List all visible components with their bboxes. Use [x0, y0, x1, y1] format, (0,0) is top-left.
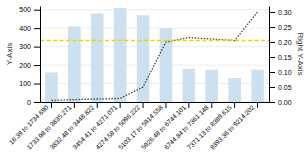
tick: 0.10 — [269, 69, 292, 76]
tick-label: 100 — [19, 80, 31, 87]
bar — [205, 70, 218, 102]
tick-mark — [234, 102, 235, 108]
tick: 200 — [19, 62, 40, 69]
tick-mark — [34, 102, 40, 103]
tick: 0.05 — [269, 84, 292, 91]
bar — [228, 78, 241, 102]
tick-label: 0.30 — [278, 9, 292, 16]
tick-label: 0.25 — [278, 24, 292, 31]
tick-mark — [269, 87, 275, 88]
tick-label: 0.10 — [278, 69, 292, 76]
grid-line — [40, 9, 269, 10]
tick-label: 16.39 to 1734.690 — [8, 103, 50, 145]
tick-mark — [188, 102, 189, 108]
bar — [160, 28, 173, 102]
bar — [114, 8, 127, 102]
bar — [251, 70, 264, 102]
tick-mark — [269, 102, 275, 103]
tick-mark — [97, 102, 98, 108]
tick-mark — [34, 10, 40, 11]
tick-mark — [34, 47, 40, 48]
tick-label: 0.20 — [278, 39, 292, 46]
tick: 400 — [19, 25, 40, 32]
tick-label: 300 — [19, 43, 31, 50]
tick-label: 0.05 — [278, 84, 292, 91]
tick: 0 — [27, 99, 40, 106]
tick-mark — [269, 12, 275, 13]
tick-label: 500 — [19, 6, 31, 13]
tick-label: 8393.36 to 9214.202 — [209, 103, 256, 150]
tick: 8393.36 to 9214.202 — [209, 102, 258, 151]
tick-mark — [165, 102, 166, 108]
tick-label: 0.00 — [278, 99, 292, 106]
bar — [68, 26, 81, 102]
axis-line — [40, 7, 41, 103]
tick-mark — [269, 27, 275, 28]
tick-label: 0 — [27, 99, 31, 106]
tick-mark — [34, 84, 40, 85]
tick-mark — [34, 28, 40, 29]
y2-axis-title: Right Y-Axis — [296, 32, 305, 75]
tick-mark — [257, 102, 258, 108]
grid — [40, 10, 269, 102]
bar — [137, 15, 150, 102]
tick-mark — [269, 72, 275, 73]
tick-label: 400 — [19, 25, 31, 32]
marks — [40, 8, 269, 102]
tick-label: 200 — [19, 62, 31, 69]
tick-mark — [211, 102, 212, 108]
tick-mark — [120, 102, 121, 108]
tick-label: 0.15 — [278, 54, 292, 61]
bar — [91, 13, 104, 102]
tick-mark — [143, 102, 144, 108]
tick: 0.30 — [269, 9, 292, 16]
tick: 500 — [19, 6, 40, 13]
x-axis: 16.39 to 1734.6901733.98 to 3835.2713832… — [8, 102, 270, 151]
tick: 300 — [19, 43, 40, 50]
y-axis-title: Y-Axis — [5, 43, 14, 65]
tick-mark — [269, 42, 275, 43]
bar-series — [45, 8, 264, 102]
tick-mark — [34, 65, 40, 66]
tick: 16.39 to 1734.690 — [8, 102, 52, 146]
line — [51, 12, 257, 101]
tick-mark — [51, 102, 52, 108]
axis-line — [269, 7, 270, 103]
tick-mark — [74, 102, 75, 108]
tick-mark — [269, 57, 275, 58]
tick: 100 — [19, 80, 40, 87]
reference-line — [40, 40, 269, 41]
bar — [45, 72, 58, 102]
chart: 16.39 to 1734.6901733.98 to 3835.2713832… — [0, 0, 307, 164]
tick: 0.00 — [269, 99, 292, 106]
plot: 16.39 to 1734.6901733.98 to 3835.2713832… — [5, 6, 305, 150]
bar — [183, 69, 196, 102]
tick: 0.20 — [269, 39, 292, 46]
y-axis: 0 100 200 300 400 500 — [19, 6, 40, 105]
tick: 0.15 — [269, 54, 292, 61]
tick: 0.25 — [269, 24, 292, 31]
y2-axis: 0.00 0.05 0.10 0.15 0.20 0.25 0.30 — [269, 7, 292, 106]
